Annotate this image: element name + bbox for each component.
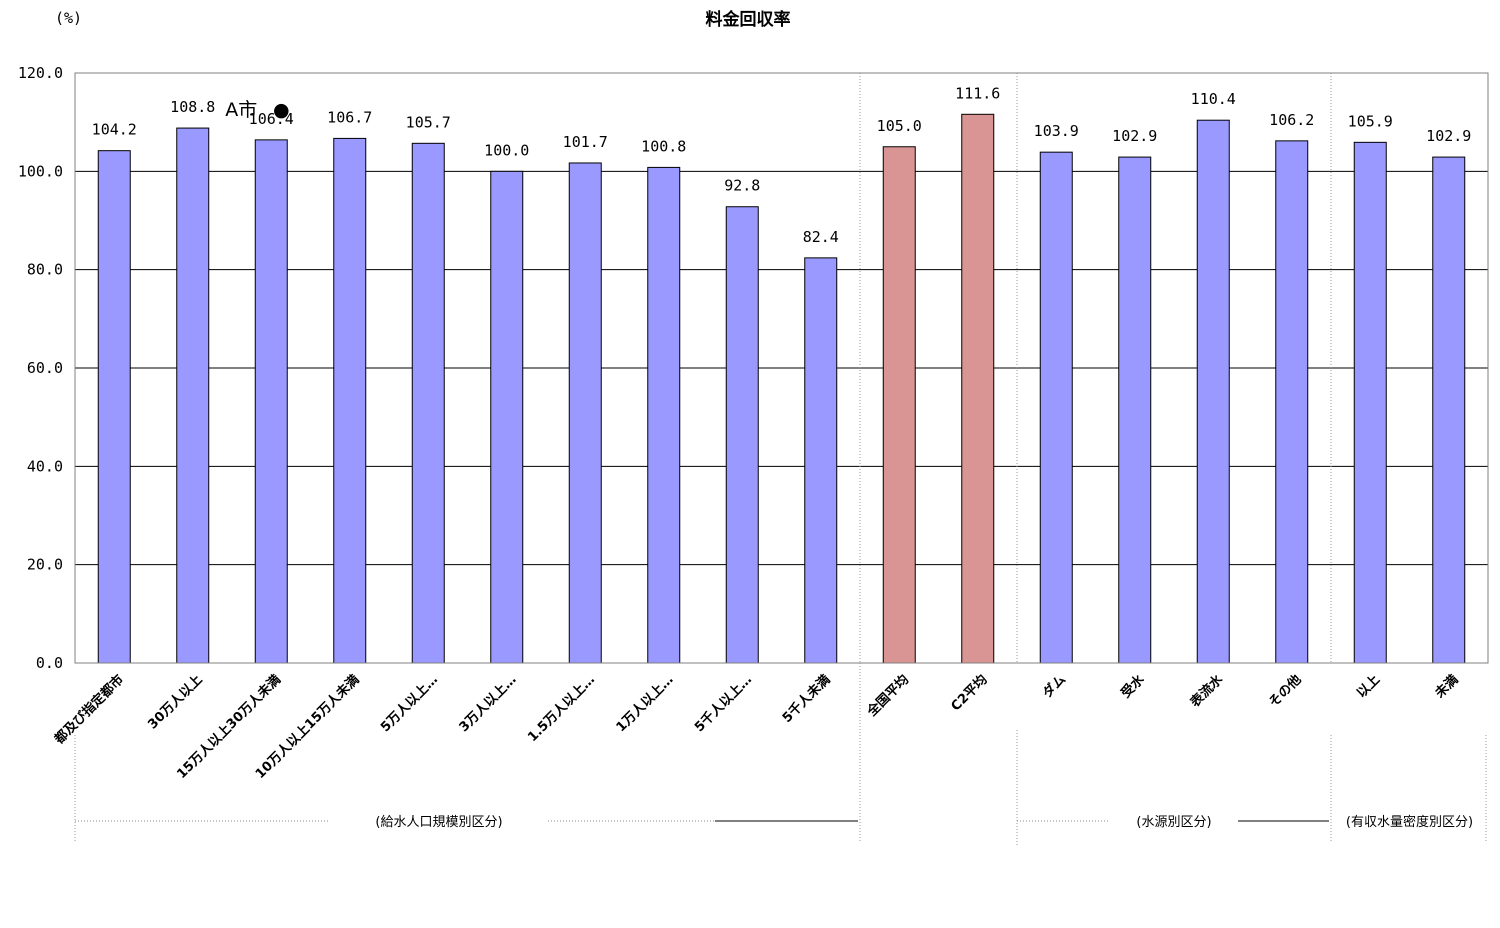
annotation: A市 ● [225, 99, 289, 121]
x-tick-label: 1.5万人以上… [525, 672, 599, 746]
bar [333, 137, 367, 664]
bar [490, 170, 524, 664]
x-tick-label: 以上 [1354, 672, 1383, 701]
data-label: 100.0 [484, 141, 529, 159]
bar [1118, 156, 1152, 664]
annotation-marker: ● [273, 99, 290, 121]
y-tick-label: 120.0 [18, 64, 63, 82]
data-label: 92.8 [724, 177, 760, 195]
data-label: 106.7 [327, 108, 372, 126]
bar [176, 127, 210, 664]
bar [725, 206, 759, 664]
data-label: 108.8 [170, 98, 215, 116]
annotation-label: A市 [225, 99, 257, 121]
x-tick-label: 5千人未満 [779, 672, 833, 726]
bar [804, 257, 838, 664]
bar [647, 166, 681, 664]
data-label: 102.9 [1426, 127, 1471, 145]
x-tick-label: 全国平均 [863, 672, 912, 721]
bars [97, 113, 1466, 664]
y-tick-label: 40.0 [27, 457, 63, 475]
bar [1353, 141, 1387, 664]
data-label: 104.2 [92, 121, 137, 139]
x-tick-label: C2平均 [948, 672, 991, 715]
gridlines [75, 170, 1488, 566]
chart-title: 料金回収率 [706, 9, 791, 30]
group-separators [859, 73, 1332, 663]
bar [1196, 119, 1230, 664]
group-label: (有収水量密度別区分) [1346, 814, 1473, 830]
group-label: (水源別区分) [1136, 815, 1211, 830]
data-label: 105.9 [1348, 112, 1393, 130]
y-axis-unit: (%) [55, 9, 82, 27]
x-tick-label: 表流水 [1186, 671, 1226, 711]
x-tick-label: ダム [1039, 672, 1069, 702]
data-label: 110.4 [1191, 90, 1236, 108]
x-tick-label: 1万人以上… [613, 672, 677, 736]
data-label: 100.8 [641, 137, 686, 155]
data-labels: 104.2 108.8 106.4 106.7 105.7 100.0 101.7 100.8… [92, 84, 1472, 246]
x-tick-label: 都及び指定都市 [51, 672, 127, 748]
bar [961, 113, 995, 664]
x-tick-label: 30万人以上 [145, 672, 206, 733]
x-tick-label: 3万人以上… [456, 672, 520, 736]
x-tick-label: その他 [1266, 672, 1305, 711]
group-brackets: (給水人口規模別区分) (水源別区分) (有収水量密度別区分) [74, 663, 1487, 845]
bar [411, 142, 445, 664]
bar [97, 150, 131, 664]
y-axis-ticks: 0.0 20.0 40.0 60.0 80.0 100.0 120.0 [18, 64, 63, 672]
y-tick-label: 20.0 [27, 556, 63, 574]
data-label: 106.2 [1269, 111, 1314, 129]
bar [568, 162, 602, 664]
data-label: 102.9 [1112, 127, 1157, 145]
x-tick-label: 受水 [1118, 671, 1148, 701]
y-tick-label: 0.0 [36, 654, 63, 672]
bar [1432, 156, 1466, 664]
data-label: 106.4 [249, 110, 294, 128]
data-label: 82.4 [803, 228, 839, 246]
data-label: 111.6 [955, 84, 1000, 102]
y-tick-label: 80.0 [27, 261, 63, 279]
bar [882, 146, 916, 664]
x-tick-label: 5万人以上… [377, 672, 441, 736]
data-label: 105.0 [877, 117, 922, 135]
y-tick-label: 100.0 [18, 162, 63, 180]
bar [1275, 140, 1309, 664]
x-tick-label: 未満 [1431, 672, 1461, 702]
data-label: 103.9 [1034, 122, 1079, 140]
bar [1039, 151, 1073, 664]
data-label: 101.7 [563, 133, 608, 151]
y-tick-label: 60.0 [27, 359, 63, 377]
data-label: 105.7 [406, 113, 451, 131]
bar [254, 139, 288, 664]
x-tick-label: 5千人以上… [691, 672, 755, 736]
group-label: (給水人口規模別区分) [375, 815, 502, 830]
plot-area-frame [74, 72, 1489, 664]
